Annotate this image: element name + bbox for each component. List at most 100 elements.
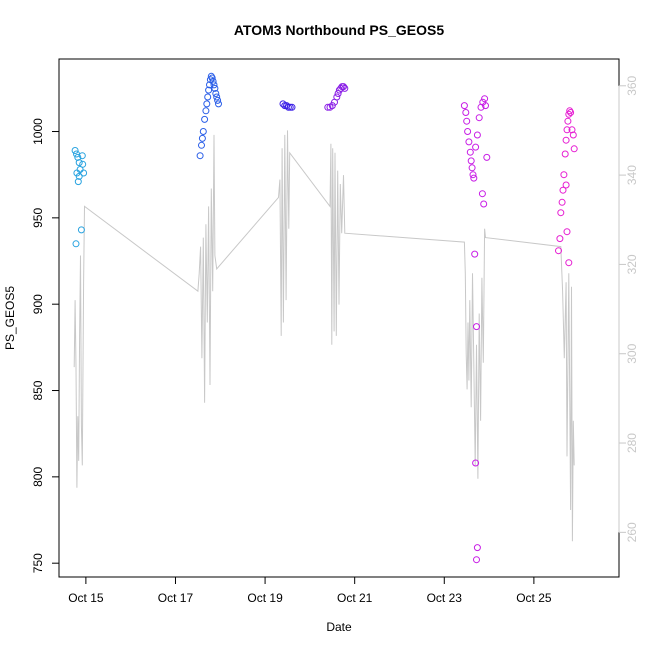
data-point xyxy=(472,143,480,151)
data-point xyxy=(462,109,470,116)
data-point xyxy=(211,84,219,92)
data-point xyxy=(562,136,570,144)
data-point xyxy=(71,147,79,154)
data-point xyxy=(78,152,86,160)
y-tick-label: 950 xyxy=(31,208,45,228)
data-point xyxy=(561,150,569,158)
data-point xyxy=(324,103,332,111)
data-point xyxy=(80,169,88,177)
data-point xyxy=(472,459,480,467)
data-point xyxy=(569,131,577,139)
y-axis-label: PS_GEOS5 xyxy=(3,286,17,350)
data-point xyxy=(204,93,212,101)
data-point xyxy=(213,93,221,101)
data-point xyxy=(559,186,567,194)
x-tick-label: Oct 23 xyxy=(427,591,463,605)
data-point xyxy=(206,81,213,89)
data-point xyxy=(74,153,82,161)
x-tick-label: Oct 15 xyxy=(68,591,104,605)
data-point xyxy=(79,160,87,168)
secondary-y-tick-label: 260 xyxy=(625,522,639,542)
data-point xyxy=(555,247,562,255)
data-point xyxy=(201,115,209,123)
y-tick-label: 850 xyxy=(31,380,45,400)
data-point xyxy=(483,153,491,161)
data-point xyxy=(469,171,477,179)
x-tick-label: Oct 25 xyxy=(516,591,552,605)
data-point xyxy=(202,107,210,115)
data-point xyxy=(74,178,82,186)
data-point xyxy=(463,117,471,125)
x-tick-label: Oct 17 xyxy=(158,591,194,605)
data-point xyxy=(567,109,575,116)
data-point xyxy=(464,128,472,135)
data-point xyxy=(279,100,287,108)
data-point xyxy=(75,172,83,180)
y-tick-label: 1000 xyxy=(31,118,45,145)
data-point xyxy=(75,159,83,167)
data-point xyxy=(341,84,349,92)
data-point xyxy=(480,200,488,208)
data-point xyxy=(565,259,573,267)
data-point xyxy=(471,250,479,258)
data-point xyxy=(565,110,573,118)
data-point xyxy=(198,134,206,142)
data-point xyxy=(210,81,218,89)
x-tick-label: Oct 19 xyxy=(247,591,283,605)
data-point xyxy=(208,74,216,82)
secondary-series-line xyxy=(73,130,575,542)
chart-title: ATOM3 Northbound PS_GEOS5 xyxy=(234,22,444,38)
secondary-y-tick-label: 320 xyxy=(625,254,639,274)
data-point xyxy=(473,544,481,552)
data-point xyxy=(205,86,213,94)
data-point xyxy=(562,181,570,189)
data-point xyxy=(560,171,568,179)
data-point xyxy=(467,157,475,165)
data-point xyxy=(563,228,571,236)
data-point xyxy=(563,126,571,134)
x-axis-label: Date xyxy=(326,620,352,634)
data-point xyxy=(209,77,217,85)
data-point xyxy=(215,100,222,108)
y-tick-label: 750 xyxy=(31,553,45,573)
data-point xyxy=(558,198,566,206)
data-point xyxy=(214,96,222,104)
points-layer xyxy=(71,72,578,564)
data-point xyxy=(481,95,489,103)
y-tick-label: 800 xyxy=(31,467,45,487)
data-point xyxy=(478,190,486,198)
y-tick-label: 900 xyxy=(31,294,45,314)
secondary-y-axis: 260 280 300 320 340 360 xyxy=(618,75,639,542)
y-axis: 750 800 850 900 950 1000 xyxy=(31,118,60,573)
data-point xyxy=(564,117,572,125)
data-point xyxy=(556,235,564,243)
secondary-line-layer xyxy=(73,130,575,542)
data-point xyxy=(482,102,489,110)
data-point xyxy=(473,131,481,139)
data-point xyxy=(557,209,565,217)
data-point xyxy=(475,114,483,122)
secondary-y-tick-label: 360 xyxy=(625,75,639,95)
data-point xyxy=(473,556,480,564)
data-point xyxy=(460,102,468,110)
data-point xyxy=(465,138,473,146)
data-point xyxy=(333,93,341,101)
data-point xyxy=(468,164,476,172)
data-point xyxy=(199,128,207,135)
secondary-y-tick-label: 340 xyxy=(625,165,639,185)
data-point xyxy=(340,83,347,91)
data-point xyxy=(466,148,474,156)
data-point xyxy=(470,174,478,182)
data-point xyxy=(568,126,576,134)
data-point xyxy=(72,240,80,248)
data-point xyxy=(196,152,204,160)
data-point xyxy=(212,90,220,97)
data-point xyxy=(203,100,211,108)
x-tick-label: Oct 21 xyxy=(337,591,373,605)
data-point xyxy=(570,145,578,153)
data-point xyxy=(288,103,296,111)
secondary-y-tick-label: 280 xyxy=(625,433,639,453)
data-point xyxy=(198,141,205,149)
